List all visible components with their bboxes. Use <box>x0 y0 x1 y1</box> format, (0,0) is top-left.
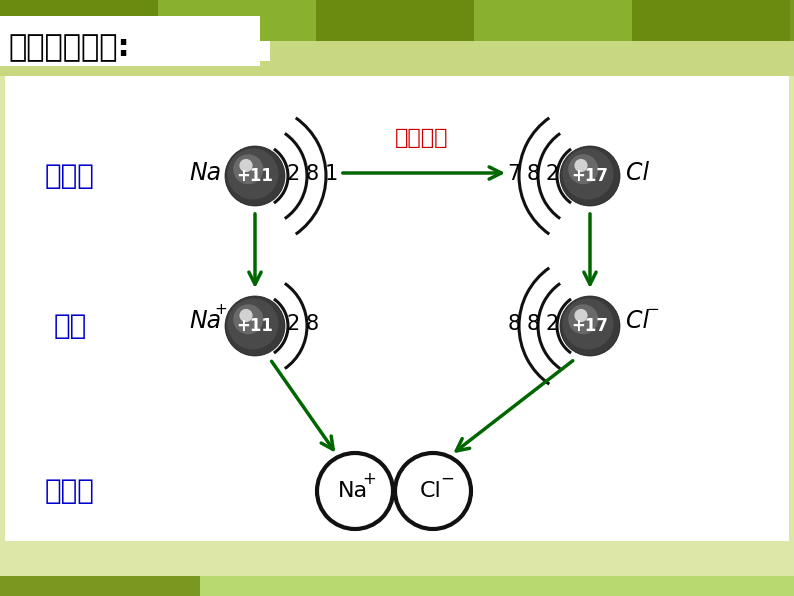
Circle shape <box>560 146 620 206</box>
Text: Na: Na <box>338 481 368 501</box>
Circle shape <box>562 148 614 200</box>
Text: 1: 1 <box>325 164 337 184</box>
Text: 稳定: 稳定 <box>53 312 87 340</box>
Bar <box>316 0 474 41</box>
Circle shape <box>240 309 252 322</box>
Text: +11: +11 <box>237 317 273 335</box>
Text: 2: 2 <box>287 314 299 334</box>
Circle shape <box>227 148 279 200</box>
Circle shape <box>225 146 285 206</box>
Polygon shape <box>200 576 794 596</box>
Text: 8: 8 <box>306 164 318 184</box>
Bar <box>0 0 158 41</box>
Text: +: + <box>214 302 227 316</box>
Circle shape <box>233 304 264 334</box>
Bar <box>0 41 270 61</box>
Circle shape <box>569 304 598 334</box>
Bar <box>474 0 632 41</box>
Text: 不稳定: 不稳定 <box>45 162 95 190</box>
Text: Na: Na <box>189 309 221 333</box>
Text: Cl: Cl <box>420 481 442 501</box>
Text: 2: 2 <box>545 314 559 334</box>
Text: 电子转移: 电子转移 <box>395 128 449 148</box>
Bar <box>632 0 790 41</box>
Text: 2: 2 <box>287 164 299 184</box>
Text: −: − <box>646 302 659 316</box>
Circle shape <box>240 159 252 172</box>
Text: +11: +11 <box>237 167 273 185</box>
Circle shape <box>317 453 393 529</box>
Text: 2: 2 <box>545 164 559 184</box>
Text: +17: +17 <box>572 167 608 185</box>
Bar <box>0 16 260 66</box>
Text: Cl: Cl <box>626 309 649 333</box>
Text: 7: 7 <box>507 164 521 184</box>
Text: 8: 8 <box>526 314 540 334</box>
Text: Cl: Cl <box>626 161 649 185</box>
Text: Na: Na <box>189 161 221 185</box>
Text: 8: 8 <box>526 164 540 184</box>
Circle shape <box>227 299 279 349</box>
Bar <box>0 0 794 41</box>
Circle shape <box>574 159 588 172</box>
Text: 8: 8 <box>507 314 521 334</box>
Text: +: + <box>362 470 376 488</box>
Circle shape <box>560 296 620 356</box>
Text: −: − <box>440 470 454 488</box>
Bar <box>5 46 789 541</box>
Text: 更稳定: 更稳定 <box>45 477 95 505</box>
Bar <box>0 41 794 576</box>
Bar <box>158 0 316 41</box>
Circle shape <box>569 154 598 184</box>
Circle shape <box>233 154 264 184</box>
Text: 8: 8 <box>306 314 318 334</box>
Circle shape <box>574 309 588 322</box>
Circle shape <box>395 453 471 529</box>
Text: 氯化钠的形成:: 氯化钠的形成: <box>8 33 129 63</box>
Bar <box>0 576 794 596</box>
Circle shape <box>562 299 614 349</box>
Text: +17: +17 <box>572 317 608 335</box>
Circle shape <box>225 296 285 356</box>
Bar <box>0 41 794 76</box>
